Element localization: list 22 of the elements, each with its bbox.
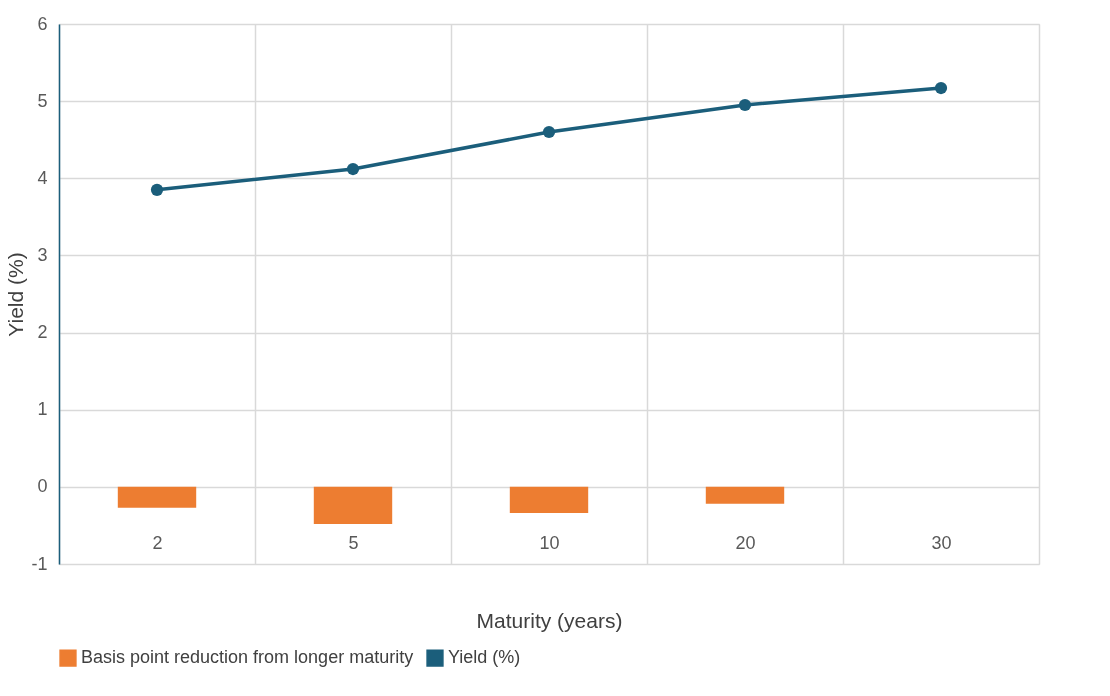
y-tick-label: 4 [37,167,48,188]
y-axis-title: Yield (%) [4,252,28,337]
y-tick-label: 3 [37,244,48,265]
legend-label: Yield (%) [448,647,521,668]
x-axis-title: Maturity (years) [476,608,623,632]
point [542,125,556,139]
x-tick-label: 10 [539,533,560,554]
y-tick-label: 2 [37,322,48,343]
y-tick-label: 5 [37,90,48,111]
legend-label: Basis point reduction from longer maturity [81,647,414,668]
x-tick-label: 20 [735,533,756,554]
y-tick-label: 6 [37,13,48,34]
y-tick-label: 0 [37,476,48,497]
x-tick-label: 30 [931,533,952,554]
point [150,183,164,196]
x-tick-label: 2 [152,533,163,554]
point [738,98,752,112]
point [346,162,360,176]
y-tick-label: 1 [37,399,48,420]
y-tick-label: -1 [31,553,48,574]
x-tick-label: 5 [348,533,359,554]
point [934,81,948,95]
